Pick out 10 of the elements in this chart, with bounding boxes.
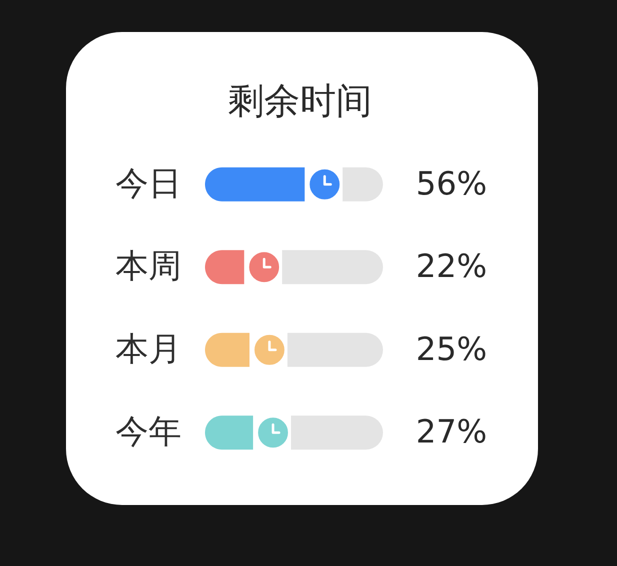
data-label: 27% (416, 412, 487, 451)
bar (205, 167, 305, 202)
data-label: 56% (416, 164, 487, 202)
data-label: 25% (416, 330, 487, 368)
y-tick-label: 今日 (116, 163, 182, 202)
y-tick-label: 本周 (116, 246, 182, 286)
y-tick-label: 今年 (116, 412, 182, 451)
y-tick-label: 本月 (116, 328, 182, 368)
data-label: 22% (416, 247, 487, 286)
chart-title: 剩余时间 (228, 81, 372, 122)
